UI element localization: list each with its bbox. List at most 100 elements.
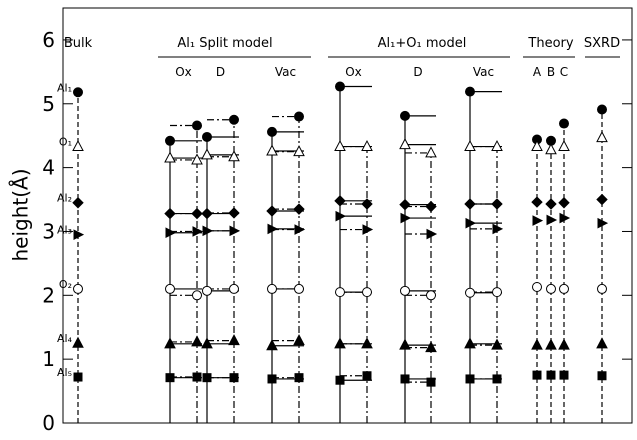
marker	[532, 282, 542, 293]
layer-label: O₁	[59, 136, 72, 149]
marker	[399, 138, 411, 150]
layer-label: Al₁	[57, 81, 72, 94]
marker	[559, 370, 569, 380]
marker	[267, 126, 277, 137]
marker	[546, 283, 556, 294]
layer-label: Al₂	[57, 192, 72, 205]
marker	[191, 207, 203, 220]
marker	[267, 283, 277, 294]
marker	[361, 337, 373, 349]
marker	[546, 214, 558, 226]
marker	[164, 207, 176, 220]
y-tick-label: 0	[42, 411, 55, 435]
marker	[596, 337, 608, 349]
marker	[293, 334, 305, 346]
marker	[361, 139, 373, 152]
marker	[228, 207, 240, 219]
marker	[464, 198, 476, 210]
group-title: Al₁+O₁ model	[378, 36, 467, 51]
marker	[72, 139, 84, 152]
marker	[596, 193, 608, 206]
marker	[202, 131, 212, 142]
marker	[558, 139, 570, 152]
group-title: Bulk	[64, 36, 93, 51]
marker	[465, 86, 475, 97]
marker	[335, 81, 345, 92]
marker	[192, 120, 202, 131]
marker	[546, 370, 556, 380]
marker	[73, 87, 83, 98]
marker	[266, 339, 278, 351]
marker	[335, 375, 345, 385]
marker	[293, 145, 305, 157]
marker	[362, 371, 372, 381]
marker	[491, 338, 503, 350]
marker	[545, 338, 557, 350]
marker	[73, 372, 83, 382]
marker	[73, 229, 85, 240]
marker	[426, 290, 436, 301]
marker	[192, 226, 204, 237]
layer-label: Al₄	[57, 332, 73, 345]
marker	[597, 217, 609, 229]
marker	[400, 374, 410, 384]
marker	[597, 371, 607, 381]
marker	[335, 287, 345, 298]
marker	[492, 287, 502, 298]
marker	[464, 139, 476, 152]
marker	[491, 139, 503, 152]
marker	[362, 287, 372, 298]
marker	[228, 150, 240, 162]
marker	[531, 338, 543, 350]
set-label: Ox	[175, 65, 192, 79]
marker	[72, 336, 84, 348]
marker	[334, 139, 346, 152]
marker	[597, 283, 607, 294]
group-title: Theory	[527, 36, 573, 51]
marker	[545, 143, 557, 155]
marker	[559, 283, 569, 294]
marker	[192, 290, 202, 301]
marker	[229, 373, 239, 383]
marker	[293, 203, 305, 215]
layer-label: Al₅	[57, 366, 72, 379]
marker	[202, 225, 214, 237]
marker	[335, 210, 347, 222]
marker	[425, 200, 437, 213]
marker	[425, 146, 437, 158]
marker	[532, 370, 542, 380]
y-tick-label: 2	[42, 283, 55, 307]
marker	[294, 224, 306, 235]
marker	[267, 223, 279, 235]
set-label: D	[216, 65, 225, 79]
marker	[165, 283, 175, 294]
layer-label: Al₃	[57, 224, 72, 237]
marker	[465, 374, 475, 384]
marker	[165, 135, 175, 146]
marker	[201, 148, 213, 160]
set-label: Vac	[473, 65, 494, 79]
marker	[191, 335, 203, 347]
y-tick-label: 4	[42, 156, 55, 180]
marker	[465, 217, 477, 229]
marker	[426, 377, 436, 387]
marker	[164, 337, 176, 349]
marker	[425, 341, 437, 353]
marker	[399, 338, 411, 350]
marker	[334, 195, 346, 207]
marker	[192, 372, 202, 382]
marker	[400, 110, 410, 121]
group-title: Al₁ Split model	[177, 36, 272, 51]
marker	[531, 139, 543, 152]
marker	[73, 283, 83, 294]
marker	[294, 373, 304, 383]
y-axis-label: height(Å)	[9, 168, 33, 261]
marker	[465, 287, 475, 298]
marker	[400, 285, 410, 296]
set-label: Ox	[345, 65, 362, 79]
marker	[229, 283, 239, 294]
marker	[72, 197, 84, 209]
marker	[229, 114, 239, 125]
marker	[334, 337, 346, 349]
